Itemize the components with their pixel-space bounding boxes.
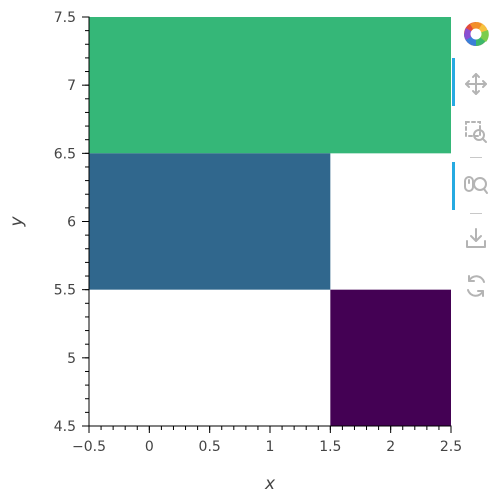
heatmap-cell-0 — [89, 17, 451, 154]
box-zoom-icon[interactable] — [456, 114, 496, 150]
save-icon[interactable] — [456, 220, 496, 256]
pan-icon[interactable] — [456, 66, 496, 102]
x-tick-label: 1.5 — [319, 439, 341, 455]
y-tick-label: 7 — [67, 78, 76, 94]
toolbar-divider — [470, 157, 482, 158]
toolbar-divider — [470, 213, 482, 214]
x-tick-label: 0 — [145, 439, 154, 455]
y-tick-label: 7.5 — [54, 10, 76, 26]
x-tick-label: 1 — [266, 439, 275, 455]
y-axis-title: y — [7, 216, 27, 228]
y-tick-label: 6 — [67, 215, 76, 231]
y-tick-label: 5 — [67, 351, 76, 367]
x-tick-label: −0.5 — [72, 439, 106, 455]
heatmap-cell-2 — [330, 289, 451, 426]
plot-toolbar — [452, 14, 500, 304]
bokeh-logo-icon[interactable] — [456, 16, 496, 52]
pan-active-indicator — [452, 58, 455, 106]
x-tick-label: 2 — [386, 439, 395, 455]
wheel-zoom-icon[interactable] — [456, 168, 496, 204]
axes: −0.5 0 0.5 1 1.5 2 2.5 4.5 5 5.5 6 6.5 7 7.5 — [54, 10, 462, 455]
heatmap-cells — [89, 17, 451, 426]
x-tick-label: 0.5 — [199, 439, 221, 455]
x-axis-title: x — [264, 474, 276, 494]
y-tick-label: 6.5 — [54, 146, 76, 162]
y-tick-label: 5.5 — [54, 283, 76, 299]
y-tick-label: 4.5 — [54, 419, 76, 435]
heatmap-cell-1 — [89, 153, 331, 290]
wheel-zoom-active-indicator — [452, 162, 455, 210]
reset-icon[interactable] — [456, 268, 496, 304]
x-tick-label: 2.5 — [440, 439, 462, 455]
